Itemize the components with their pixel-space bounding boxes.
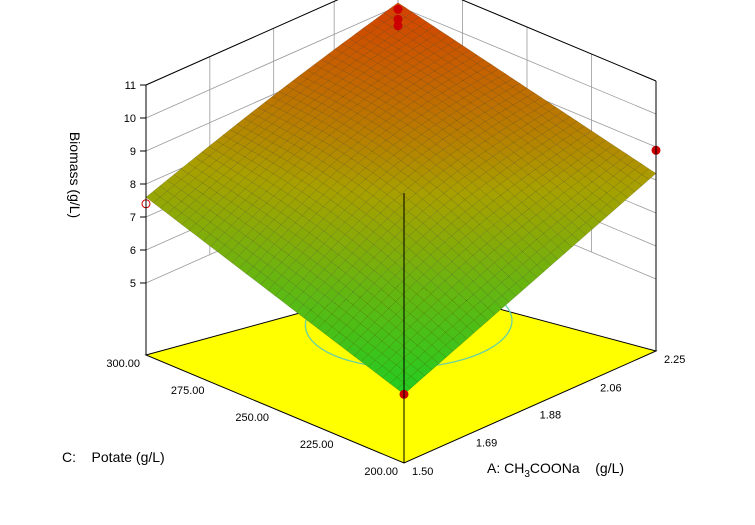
z-axis-title: Biomass (g/L)	[67, 132, 83, 218]
x-tick-label: 1.50	[412, 466, 433, 478]
x-axis-title-prefix: A: CH	[487, 460, 524, 476]
design-point	[393, 21, 403, 31]
x-axis-title-mid: COONa	[530, 460, 580, 476]
wall-top-frame	[145, 0, 657, 86]
x-axis-title-suffix: (g/L)	[580, 460, 624, 476]
y-axis-title: C: Potate (g/L)	[62, 449, 165, 465]
z-tick-label: 5	[130, 278, 136, 290]
design-point	[393, 4, 403, 14]
z-tick-label: 7	[130, 212, 136, 224]
x-axis-ticks: 1.50 1.69 1.88 2.06 2.25	[412, 354, 685, 478]
front-frame	[145, 81, 657, 463]
y-axis-ticks: 200.00 225.00 250.00 275.00 300.00	[106, 358, 398, 478]
z-tick-label: 10	[124, 113, 136, 125]
z-tick-label: 9	[130, 146, 136, 158]
response-surface	[145, 2, 657, 395]
z-tick-label: 11	[125, 80, 136, 92]
x-tick-label: 1.88	[540, 409, 561, 421]
z-tick-label: 8	[130, 179, 136, 191]
z-tick-label: 6	[130, 245, 136, 257]
z-axis-ticks: 5 6 7 8 9 10 11	[124, 80, 146, 290]
x-axis-title: A: CH3COONa (g/L)	[487, 460, 624, 480]
y-tick-label: 250.00	[235, 412, 269, 424]
x-axis-title-subscript: 3	[524, 469, 530, 480]
x-tick-label: 2.25	[664, 354, 685, 366]
y-tick-label: 225.00	[300, 439, 334, 451]
x-tick-label: 2.06	[600, 382, 621, 394]
y-tick-label: 200.00	[364, 466, 398, 478]
x-tick-label: 1.69	[476, 438, 497, 450]
y-tick-label: 300.00	[106, 358, 140, 370]
y-tick-label: 275.00	[171, 385, 205, 397]
